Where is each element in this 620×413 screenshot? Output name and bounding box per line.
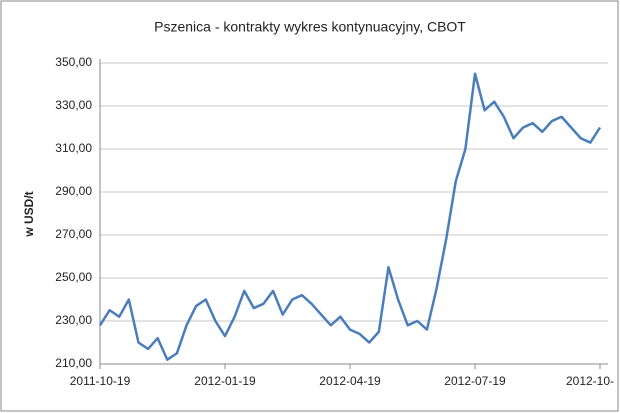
y-tick-label: 310,00	[55, 141, 92, 155]
data-line	[98, 72, 602, 361]
y-tick-label: 330,00	[55, 98, 92, 112]
y-tick-label: 210,00	[55, 356, 92, 370]
x-tick-label: 2012-10-	[566, 374, 614, 388]
y-tick-label: 350,00	[55, 55, 92, 69]
y-tick-label: 290,00	[55, 184, 92, 198]
x-tick-label: 2012-01-19	[194, 374, 256, 388]
x-tick-label: 2012-07-19	[444, 374, 506, 388]
y-axis-label: w USD/t	[22, 191, 36, 237]
y-tick-label: 250,00	[55, 270, 92, 284]
chart-title: Pszenica - kontrakty wykres kontynuacyjn…	[154, 19, 466, 35]
y-tick-label: 270,00	[55, 227, 92, 241]
x-tick-label: 2011-10-19	[70, 374, 131, 388]
y-tick-label: 230,00	[55, 313, 92, 327]
x-tick-label: 2012-04-19	[319, 374, 381, 388]
